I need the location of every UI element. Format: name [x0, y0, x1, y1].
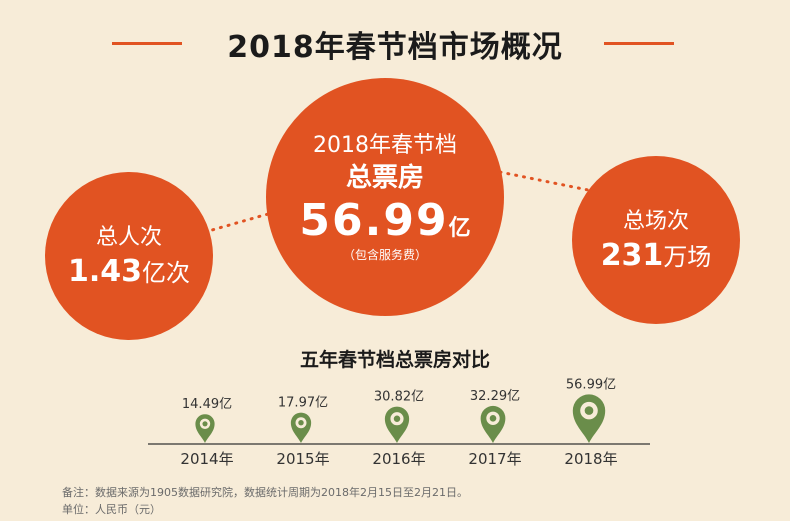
location-pin-icon: [572, 394, 606, 443]
total-screenings-circle: 总场次 231万场: [572, 156, 740, 324]
location-pin-icon: [290, 412, 312, 443]
total-box-office-circle: 2018年春节档 总票房 56.99亿 （包含服务费）: [266, 78, 504, 316]
main-stat-unit: 亿: [448, 216, 471, 241]
category-label: 2014年: [180, 450, 233, 468]
left-stat-unit: 亿次: [142, 258, 191, 287]
footnote-source: 备注：数据来源为1905数据研究院，数据统计周期为2018年2月15日至2月21…: [62, 486, 468, 499]
right-stat-unit: 万场: [663, 242, 712, 271]
connector-right: [498, 170, 590, 192]
location-pin-icon: [195, 414, 215, 443]
right-stat-label: 总场次: [622, 208, 689, 234]
left-stat-value: 1.43: [67, 253, 143, 289]
right-stat-value: 231: [600, 237, 664, 273]
category-label: 2017年: [468, 450, 521, 468]
main-stat-line1: 2018年春节档: [313, 133, 457, 158]
location-pin-icon: [480, 405, 506, 443]
main-stat-value: 56.99: [299, 195, 449, 246]
title-decor-line-left: [112, 42, 182, 45]
value-label: 32.29亿: [470, 389, 520, 404]
total-admissions-circle: 总人次 1.43亿次: [45, 172, 213, 340]
category-label: 2018年: [564, 450, 617, 468]
connector-left: [203, 208, 284, 234]
value-label: 17.97亿: [278, 396, 328, 411]
value-label: 30.82亿: [374, 390, 424, 405]
main-stat-line2: 总票房: [345, 163, 424, 193]
chart-title: 五年春节档总票房对比: [299, 349, 490, 371]
footnote-unit: 单位：人民币（元）: [62, 503, 161, 516]
category-label: 2015年: [276, 450, 329, 468]
page-title: 2018年春节档市场概况: [227, 30, 563, 65]
title-decor-line-right: [604, 42, 674, 45]
category-label: 2016年: [372, 450, 425, 468]
main-stat-note: （包含服务费）: [342, 248, 427, 262]
value-label: 14.49亿: [182, 397, 232, 412]
value-label: 56.99亿: [566, 377, 616, 392]
left-stat-label: 总人次: [95, 224, 162, 250]
location-pin-icon: [384, 406, 410, 443]
